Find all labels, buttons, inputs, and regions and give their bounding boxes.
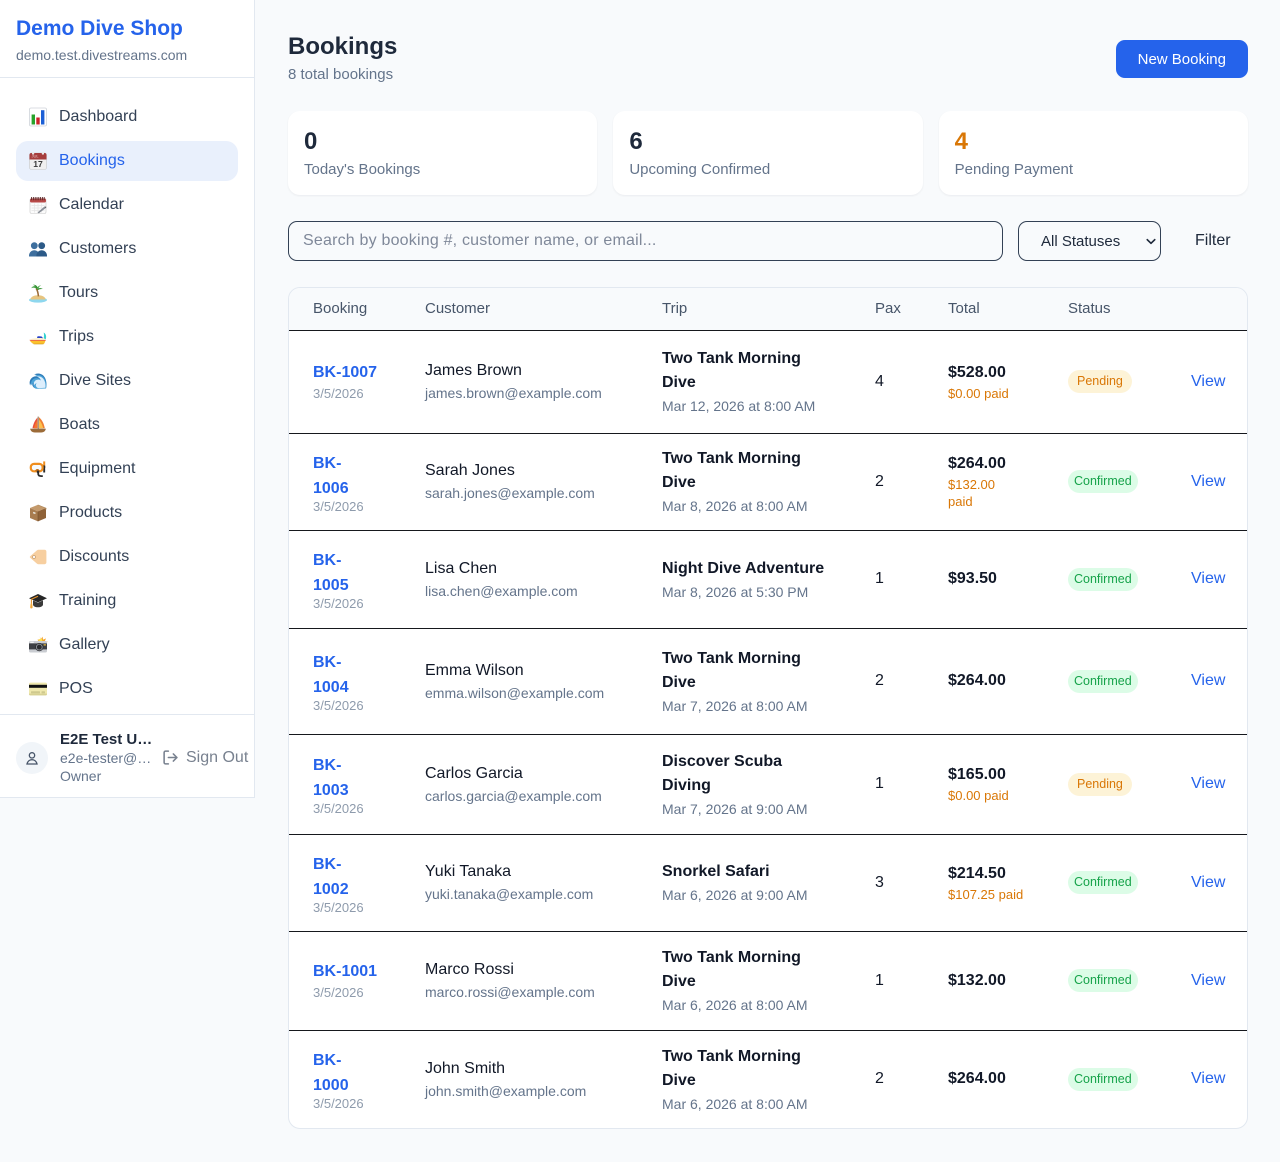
svg-text:17: 17 bbox=[33, 159, 43, 169]
svg-text:JUL: JUL bbox=[31, 154, 39, 159]
